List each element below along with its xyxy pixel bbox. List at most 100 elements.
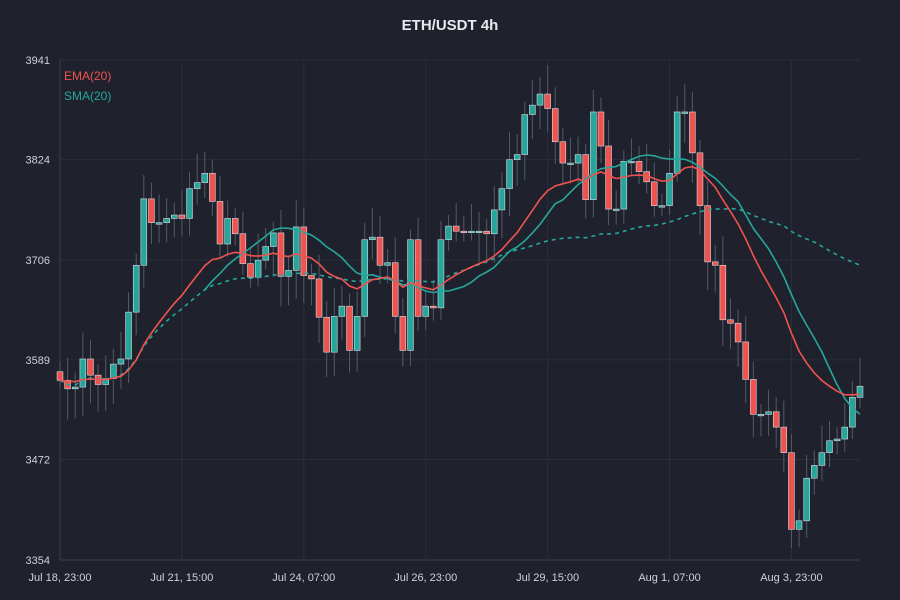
candle-body-up (186, 188, 193, 219)
candle-body-down (597, 111, 605, 147)
candle-body-up (117, 358, 125, 365)
candle-body-down (719, 264, 727, 321)
candle-body-down (308, 275, 315, 280)
candle-body-up (529, 104, 536, 115)
candle-body-up (338, 305, 346, 317)
x-tick-label: Jul 18, 23:00 (29, 572, 92, 584)
candle-body-up (224, 218, 231, 245)
candle-body-up (171, 214, 178, 219)
candle-body-down (727, 319, 734, 324)
candle-body-down (704, 205, 711, 263)
candle-body-down (750, 379, 757, 415)
candle-body-up (201, 172, 209, 183)
candle-body-down (209, 172, 216, 202)
candle-body-up (612, 208, 620, 211)
candle-body-up (285, 270, 292, 277)
candle-body-down (734, 322, 742, 343)
y-tick-label: 3589 (26, 355, 50, 367)
candle-body-down (711, 261, 719, 266)
candle-body-up (666, 172, 673, 206)
candle-body-up (567, 162, 574, 165)
candle-body-up (353, 316, 361, 351)
candle-body-up (361, 239, 369, 317)
candle-body-down (635, 161, 643, 172)
y-tick-label: 3472 (26, 454, 50, 466)
candle-body-down (414, 239, 422, 317)
candle-body-down (742, 341, 749, 380)
candle-body-down (559, 141, 567, 164)
candle-body-down (239, 233, 247, 264)
candle-body-down (689, 111, 696, 154)
candle-body-up (79, 358, 87, 388)
candle-body-down (56, 371, 64, 381)
candle-body-up (384, 262, 391, 266)
candle-body-down (460, 230, 468, 234)
candle-body-down (231, 218, 239, 235)
candle-body-down (483, 230, 490, 235)
candle-body-down (772, 411, 780, 428)
candle-body-down (216, 201, 224, 245)
legend-sma: SMA(20) (64, 89, 111, 103)
candle-body-down (323, 316, 330, 353)
candle-body-up (574, 154, 582, 164)
candle-body-up (475, 230, 483, 234)
x-tick-label: Aug 3, 23:00 (760, 572, 822, 584)
candle-body-up (369, 236, 376, 241)
candle-body-down (178, 214, 186, 219)
candle-body-up (811, 465, 818, 479)
candle-body-up (833, 438, 841, 442)
candle-body-up (125, 311, 132, 360)
candle-layer (56, 65, 864, 549)
candle-body-up (826, 440, 833, 453)
x-tick-label: Jul 26, 23:00 (394, 572, 457, 584)
candle-body-up (193, 182, 201, 189)
candle-body-up (437, 239, 445, 309)
candle-body-up (468, 230, 475, 234)
y-tick-label: 3824 (26, 155, 50, 167)
y-tick-label: 3941 (26, 55, 50, 67)
y-tick-label: 3354 (26, 555, 50, 567)
candle-body-down (780, 426, 788, 453)
candle-body-up (407, 239, 414, 351)
candle-body-up (521, 114, 529, 155)
candle-body-down (315, 278, 323, 318)
candle-body-down (452, 225, 460, 232)
candle-body-up (818, 452, 826, 466)
candle-body-up (856, 385, 864, 398)
candle-body-down (391, 262, 399, 317)
candle-body-down (544, 93, 551, 109)
candle-body-up (658, 205, 666, 208)
candle-body-up (795, 520, 803, 530)
sma-long-line (59, 207, 861, 387)
candle-body-up (803, 477, 810, 522)
candle-body-up (163, 218, 170, 223)
ema-line (59, 165, 861, 396)
candle-body-up (681, 111, 689, 114)
candle-body-down (148, 198, 155, 223)
candle-body-up (140, 198, 148, 266)
candle-body-up (155, 222, 163, 225)
candle-body-down (696, 152, 704, 206)
candle-body-up (132, 264, 140, 313)
legend: EMA(20) SMA(20) (64, 69, 111, 103)
candle-body-up (498, 188, 506, 211)
candle-body-up (270, 232, 277, 247)
candle-body-down (87, 358, 94, 376)
x-tick-label: Jul 24, 07:00 (272, 572, 335, 584)
candle-body-up (262, 246, 269, 261)
candle-body-down (376, 236, 384, 266)
x-tick-label: Jul 29, 15:00 (516, 572, 579, 584)
candle-body-up (513, 154, 521, 160)
candle-body-up (71, 386, 79, 390)
candle-body-up (292, 226, 300, 271)
candle-body-up (445, 225, 452, 241)
candle-body-up (590, 111, 597, 200)
candle-body-down (346, 305, 353, 351)
sma-line (204, 154, 861, 415)
candle-body-up (331, 316, 338, 353)
y-tick-label: 3706 (26, 255, 50, 267)
x-tick-label: Aug 1, 07:00 (638, 572, 700, 584)
candle-body-down (551, 108, 559, 143)
candle-body-up (673, 111, 681, 174)
